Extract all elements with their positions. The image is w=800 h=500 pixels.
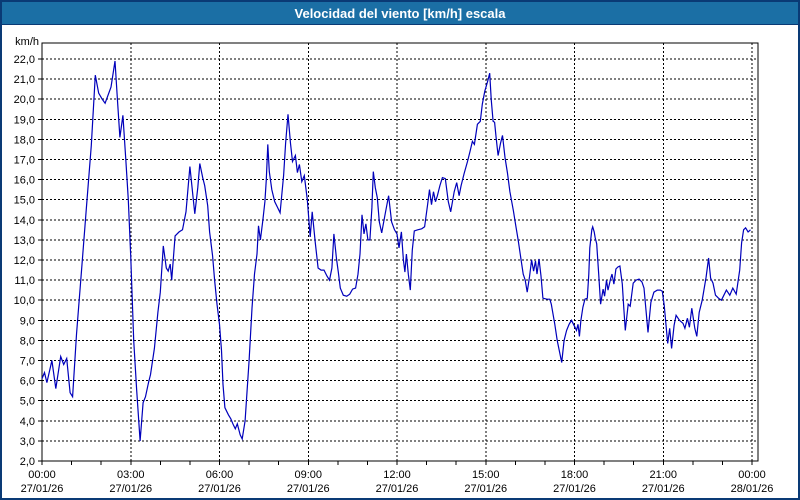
y-tick-label: 10,0 — [14, 295, 35, 307]
x-tick-date-label: 27/01/26 — [376, 483, 419, 495]
y-tick-label: 20,0 — [14, 94, 35, 106]
x-tick-date-label: 27/01/26 — [287, 483, 330, 495]
y-axis-unit-label: km/h — [15, 36, 39, 48]
y-tick-label: 7,0 — [20, 356, 35, 368]
x-tick-date-label: 27/01/26 — [553, 483, 596, 495]
y-tick-label: 17,0 — [14, 155, 35, 167]
y-tick-label: 16,0 — [14, 175, 35, 187]
y-tick-label: 18,0 — [14, 134, 35, 146]
x-tick-time-label: 00:00 — [738, 469, 766, 481]
title-bar: Velocidad del viento [km/h] escala — [2, 2, 798, 25]
x-tick-time-label: 18:00 — [561, 469, 589, 481]
x-tick-time-label: 03:00 — [117, 469, 145, 481]
y-axis-labels: km/h 22,0 21,0 20,0 19,0 18,0 17,0 16,0 15,0 14,0… — [14, 36, 39, 468]
x-tick-date-label: 27/01/26 — [21, 483, 64, 495]
y-tick-label: 4,0 — [20, 416, 35, 428]
y-tick-label: 9,0 — [20, 315, 35, 327]
axis-ticks — [38, 58, 753, 465]
x-tick-time-label: 06:00 — [206, 469, 234, 481]
y-tick-label: 22,0 — [14, 54, 35, 66]
y-tick-label: 5,0 — [20, 396, 35, 408]
x-tick-time-label: 12:00 — [383, 469, 411, 481]
chart-area: km/h 22,0 21,0 20,0 19,0 18,0 17,0 16,0 15,0 14,0… — [2, 25, 798, 498]
y-tick-label: 21,0 — [14, 74, 35, 86]
x-tick-date-label: 27/01/26 — [109, 483, 152, 495]
x-tick-date-label: 28/01/26 — [731, 483, 774, 495]
x-tick-date-label: 27/01/26 — [642, 483, 685, 495]
y-tick-label: 14,0 — [14, 215, 35, 227]
x-tick-time-label: 21:00 — [649, 469, 677, 481]
plot-border — [41, 42, 759, 462]
x-tick-time-label: 00:00 — [28, 469, 56, 481]
page-title: Velocidad del viento [km/h] escala — [294, 5, 506, 21]
y-tick-label: 6,0 — [20, 376, 35, 388]
y-tick-label: 15,0 — [14, 195, 35, 207]
y-tick-label: 11,0 — [14, 275, 35, 287]
y-tick-label: 12,0 — [14, 255, 35, 267]
x-tick-time-label: 15:00 — [472, 469, 500, 481]
grid-lines — [42, 43, 758, 461]
x-tick-date-label: 27/01/26 — [198, 483, 241, 495]
y-tick-label: 13,0 — [14, 235, 35, 247]
wind-speed-chart: km/h 22,0 21,0 20,0 19,0 18,0 17,0 16,0 15,0 14,0… — [14, 36, 774, 495]
y-tick-label: 2,0 — [20, 456, 35, 468]
y-tick-label: 3,0 — [20, 436, 35, 448]
y-tick-label: 8,0 — [20, 335, 35, 347]
y-tick-label: 19,0 — [14, 114, 35, 126]
x-tick-time-label: 09:00 — [294, 469, 322, 481]
wind-speed-line — [41, 60, 751, 441]
x-axis-labels: 00:00 27/01/26 03:00 27/01/26 06:00 27/01/26 0… — [21, 469, 774, 495]
x-tick-date-label: 27/01/26 — [464, 483, 507, 495]
